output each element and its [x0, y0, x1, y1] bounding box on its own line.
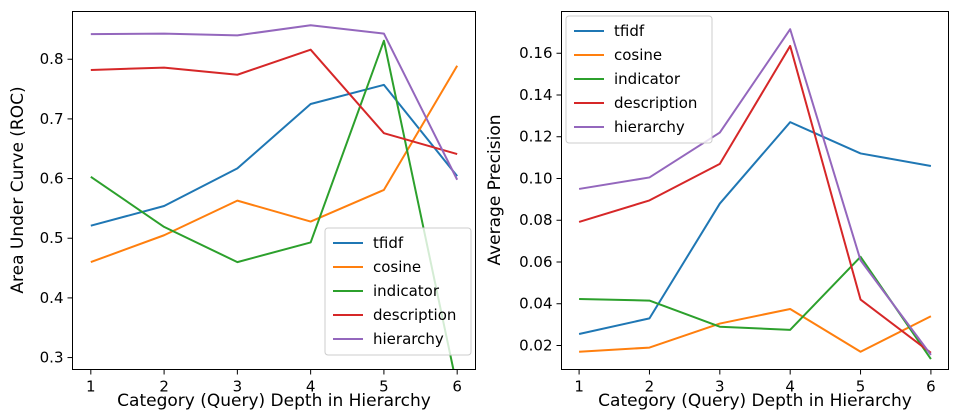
- ap-y-tick-label: 0.08: [519, 211, 552, 229]
- ap-legend-box: [565, 15, 713, 144]
- ap-x-tick-label: 2: [645, 378, 655, 396]
- auc-legend-label: description: [373, 306, 456, 324]
- auc-x-tick-label: 5: [379, 378, 389, 396]
- ap-legend-label: description: [614, 94, 697, 112]
- ap-x-tick-label: 6: [926, 378, 936, 396]
- auc-y-tick-label: 0.5: [40, 229, 64, 247]
- auc-series-hierarchy: [90, 24, 459, 181]
- auc-series-description: [90, 48, 458, 156]
- auc-x-tick-label: 3: [233, 378, 243, 396]
- auc-x-tick-label: 6: [452, 378, 462, 396]
- auc-y-tick-label: 0.6: [40, 170, 64, 188]
- auc-y-tick-label: 0.8: [40, 50, 64, 68]
- ap-legend-label: hierarchy: [614, 118, 685, 136]
- auc-x-axis-label: Category (Query) Depth in Hierarchy: [117, 391, 431, 411]
- auc-x-ticks: 1 2 3 4 5 6: [86, 369, 462, 396]
- auc-x-tick-label: 2: [159, 378, 169, 396]
- ap-y-tick-label: 0.14: [519, 86, 552, 104]
- auc-series-indicator: [90, 39, 455, 370]
- ap-x-tick-label: 3: [715, 378, 725, 396]
- auc-plot-frame: [72, 11, 476, 370]
- ap-x-axis-label: Category (Query) Depth in Hierarchy: [598, 391, 912, 411]
- auc-chart: 1 2 3 4 5 6 0.3 0.4 0.5 0.6 0.7 0.8 Category (Quer…: [8, 11, 476, 411]
- auc-y-tick-label: 0.3: [40, 349, 64, 367]
- auc-y-axis-label: Area Under Curve (ROC): [8, 86, 28, 293]
- ap-y-tick-label: 0.06: [519, 253, 552, 271]
- ap-plot-frame: [561, 11, 949, 370]
- ap-series-indicator: [579, 255, 932, 360]
- ap-series-tfidf: [578, 121, 932, 335]
- auc-legend-label: indicator: [373, 282, 440, 300]
- auc-legend-label: cosine: [373, 258, 421, 276]
- auc-x-tick-label: 1: [86, 378, 96, 396]
- ap-series-hierarchy: [578, 28, 932, 356]
- ap-y-axis-label: Average Precision: [485, 114, 505, 265]
- auc-series-cosine: [90, 65, 459, 264]
- auc-series-tfidf: [90, 83, 458, 227]
- ap-legend: tfidf cosine indicator description hierarchy: [565, 15, 713, 144]
- ap-y-tick-label: 0.10: [519, 169, 552, 187]
- auc-legend-label: tfidf: [373, 234, 404, 252]
- ap-legend-label: indicator: [614, 70, 681, 88]
- ap-x-ticks: 1 2 3 4 5 6: [574, 369, 936, 396]
- ap-y-tick-label: 0.16: [519, 44, 552, 62]
- ap-y-tick-label: 0.04: [519, 295, 552, 313]
- auc-legend: tfidf cosine indicator description hierarchy: [324, 227, 472, 356]
- ap-y-ticks: 0.02 0.04 0.06 0.08 0.10 0.12 0.14 0.16: [519, 44, 562, 354]
- auc-legend-label: hierarchy: [373, 330, 444, 348]
- ap-y-tick-label: 0.02: [519, 336, 552, 354]
- ap-legend-label: tfidf: [614, 22, 645, 40]
- auc-x-tick-label: 4: [306, 378, 316, 396]
- ap-legend-label: cosine: [614, 46, 662, 64]
- ap-x-tick-label: 1: [574, 378, 584, 396]
- auc-series-layer: [90, 24, 459, 370]
- ap-series-description: [578, 44, 932, 354]
- auc-y-tick-label: 0.4: [40, 289, 64, 307]
- auc-y-tick-label: 0.7: [40, 110, 64, 128]
- ap-series-cosine: [579, 307, 932, 353]
- ap-series-layer: [578, 28, 932, 360]
- ap-y-tick-label: 0.12: [519, 128, 552, 146]
- ap-x-tick-label: 4: [785, 378, 795, 396]
- auc-y-ticks: 0.3 0.4 0.5 0.6 0.7 0.8: [40, 50, 73, 367]
- auc-legend-box: [324, 227, 472, 356]
- ap-x-tick-label: 5: [856, 378, 866, 396]
